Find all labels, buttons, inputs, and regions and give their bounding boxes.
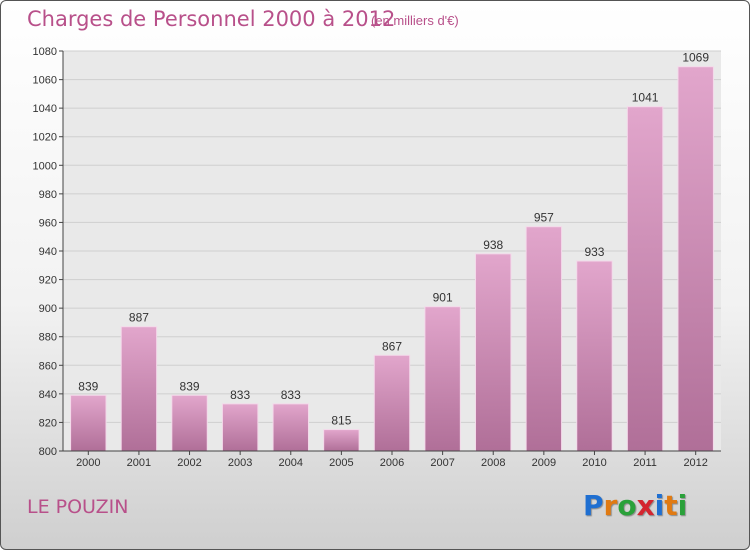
bar (677, 66, 714, 452)
x-tick-label: 2012 (683, 457, 707, 469)
bar (626, 106, 664, 452)
bar-value-label: 887 (129, 311, 149, 325)
bar (525, 226, 563, 452)
bar-value-label: 833 (281, 388, 301, 402)
bar (323, 429, 360, 452)
x-tick-label: 2003 (228, 457, 252, 469)
logo-letter: i (677, 489, 688, 522)
bar (70, 394, 107, 452)
x-tick-label: 2010 (582, 457, 606, 469)
bar-value-label: 833 (230, 388, 250, 402)
bar (373, 354, 411, 452)
y-tick-label: 1020 (33, 132, 57, 144)
bar-value-label: 901 (433, 291, 453, 305)
y-tick-label: 1080 (33, 46, 57, 58)
y-axis: 800 820 840 860 880 900 920 940 960 980 1000 1020 10… (33, 46, 64, 458)
y-tick-label: 1040 (33, 103, 57, 115)
bar (424, 306, 461, 452)
y-tick-label: 840 (39, 389, 57, 401)
x-tick-label: 2002 (177, 457, 201, 469)
chart-subtitle: (en milliers d'€) (371, 13, 459, 28)
x-axis: 2000 2001 2002 2003 2004 2005 2006 2007 2008 2009… (63, 450, 721, 469)
bar (120, 326, 158, 452)
bar (475, 253, 512, 452)
bar-value-label: 1041 (632, 91, 659, 105)
x-tick-label: 2006 (380, 457, 404, 469)
logo-letter: i (654, 489, 665, 522)
logo-letter: x (636, 489, 655, 522)
y-tick-label: 940 (39, 246, 57, 258)
y-tick-label: 920 (39, 275, 57, 287)
bar (171, 394, 208, 452)
x-tick-label: 2009 (532, 457, 556, 469)
y-tick-label: 1060 (33, 75, 57, 87)
y-tick-label: 980 (39, 189, 57, 201)
x-tick-label: 2000 (76, 457, 100, 469)
x-tick-label: 2007 (430, 457, 454, 469)
y-tick-label: 800 (39, 446, 57, 458)
x-tick-label: 2004 (279, 457, 303, 469)
y-tick-label: 1000 (33, 160, 57, 172)
bar-value-label: 867 (382, 339, 402, 353)
bar-value-label: 933 (584, 245, 604, 259)
bar (221, 403, 259, 452)
x-tick-label: 2001 (127, 457, 151, 469)
logo-letter: P (583, 489, 604, 522)
city-name: LE POUZIN (27, 496, 129, 518)
x-tick-label: 2005 (329, 457, 353, 469)
y-tick-label: 900 (39, 303, 57, 315)
bar-value-label: 839 (180, 379, 200, 393)
bar-value-label: 815 (331, 414, 351, 428)
y-tick-label: 860 (39, 360, 57, 372)
bar-value-label: 1069 (682, 51, 709, 65)
logo-letter: o (617, 489, 637, 522)
y-tick-label: 960 (39, 217, 57, 229)
bar (272, 403, 309, 452)
bar-value-label: 938 (483, 238, 503, 252)
bar (576, 260, 613, 452)
bar-value-label: 957 (534, 211, 554, 225)
y-tick-label: 880 (39, 332, 57, 344)
bar-value-label: 839 (78, 379, 98, 393)
bars: 839 887 839 833 833 815 867 901 938 957 933 1041 106… (70, 51, 714, 452)
proxiti-logo: Proxiti (583, 489, 687, 522)
logo-letter: r (603, 489, 618, 522)
logo-letter: t (664, 489, 678, 522)
y-tick-label: 820 (39, 417, 57, 429)
x-tick-label: 2011 (633, 457, 657, 469)
chart-title: Charges de Personnel 2000 à 2012 (27, 7, 396, 31)
x-tick-label: 2008 (481, 457, 505, 469)
